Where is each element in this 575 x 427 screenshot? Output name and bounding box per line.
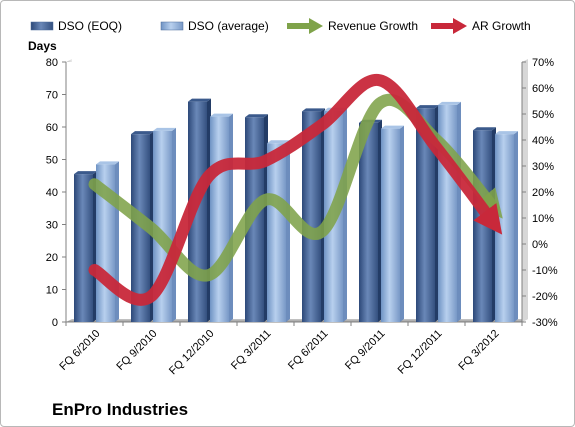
bar xyxy=(74,174,93,322)
bar xyxy=(267,143,286,322)
legend-ar-growth-arrowhead xyxy=(453,18,467,34)
y-axis-label-left: Days xyxy=(28,39,57,53)
ar-growth-point xyxy=(151,296,152,297)
legend-dso-eoq-swatch xyxy=(30,21,54,31)
bar xyxy=(495,134,514,322)
bar-top xyxy=(473,127,496,131)
x-tick-label: FQ 12/2010 xyxy=(167,328,217,378)
bar-side xyxy=(457,101,461,323)
ar-growth-point xyxy=(208,176,209,177)
x-tick-label: FQ 3/2012 xyxy=(456,328,501,373)
y-right-tick-label: 70% xyxy=(532,57,554,69)
bar-top xyxy=(210,113,233,117)
ar-growth-point xyxy=(94,270,95,271)
bar xyxy=(359,122,378,323)
ar-growth-line xyxy=(88,74,503,306)
ar-growth-point xyxy=(379,80,380,81)
bar-side xyxy=(514,131,518,322)
bar-top xyxy=(495,131,518,135)
y-left-tick-label: 40 xyxy=(46,187,58,199)
y-left-tick-label: 10 xyxy=(46,285,58,297)
y-right-tick-label: -20% xyxy=(532,291,558,303)
legend-revenue-growth-arrowhead xyxy=(309,18,323,34)
y-right-tick-label: -10% xyxy=(532,265,558,277)
y-right-tick-label: 60% xyxy=(532,83,554,95)
x-tick-label: FQ 12/2011 xyxy=(396,328,445,377)
x-tick-label: FQ 6/2010 xyxy=(57,328,102,373)
ar-growth-point xyxy=(436,147,437,148)
y-right-tick-label: 10% xyxy=(532,213,554,225)
bar-top xyxy=(267,140,290,144)
right-wall xyxy=(522,59,528,322)
bar xyxy=(381,128,400,322)
y-right-tick-label: 20% xyxy=(532,187,554,199)
y-left-tick-label: 80 xyxy=(46,57,58,69)
revenue-growth-point xyxy=(493,207,494,208)
y-right-tick-label: 30% xyxy=(532,161,554,173)
x-tick-label: FQ 6/2011 xyxy=(286,328,331,373)
y-left-tick-label: 0 xyxy=(52,317,58,329)
bar-side xyxy=(286,140,290,322)
legend-dso-average-swatch xyxy=(160,21,184,31)
revenue-growth-point xyxy=(208,275,209,276)
y-left-tick-label: 30 xyxy=(46,220,58,232)
bar xyxy=(302,111,321,323)
bar-top xyxy=(131,131,154,135)
bar-side xyxy=(400,125,404,322)
bar-top xyxy=(438,101,461,105)
revenue-growth-point xyxy=(379,103,380,104)
y-left-tick-label: 20 xyxy=(46,252,58,264)
revenue-growth-point xyxy=(322,231,323,232)
y-right-tick-label: -30% xyxy=(532,317,558,329)
bar-top xyxy=(245,114,268,118)
bar-side xyxy=(343,107,347,322)
legend: DSO (EOQ) DSO (average) Revenue Growth AR G… xyxy=(30,18,531,34)
bar-top xyxy=(416,105,439,109)
legend-ar-growth-label: AR Growth xyxy=(472,19,531,33)
bar xyxy=(416,108,435,323)
legend-dso-eoq-label: DSO (EOQ) xyxy=(58,19,122,33)
revenue-growth-point xyxy=(151,228,152,229)
bar xyxy=(210,116,229,322)
bar xyxy=(131,134,150,322)
y-left-tick-label: 60 xyxy=(46,122,58,134)
bar-top xyxy=(302,108,325,112)
y-left-tick-label: 70 xyxy=(46,90,58,102)
chart-title: EnPro Industries xyxy=(52,400,188,419)
ar-growth-point xyxy=(493,223,494,224)
legend-revenue-growth-label: Revenue Growth xyxy=(328,19,418,33)
plot-area: 0 10 20 30 40 50 60 70 80 -30% -20% -10% 0% 10% 20% 30%… xyxy=(46,57,558,377)
ar-growth-point xyxy=(265,160,266,161)
y-right-tick-label: 40% xyxy=(532,135,554,147)
bar-top xyxy=(96,161,119,165)
y-right-tick-label: 50% xyxy=(532,109,554,121)
bar-top xyxy=(153,127,176,131)
x-tick-label: FQ 9/2011 xyxy=(343,328,388,373)
bar-top xyxy=(381,125,404,129)
revenue-growth-point xyxy=(94,184,95,185)
x-tick-label: FQ 3/2011 xyxy=(229,328,274,373)
ar-growth-point xyxy=(322,124,323,125)
y-left-tick-label: 50 xyxy=(46,155,58,167)
bar-side xyxy=(172,127,176,323)
y-right-tick-label: 0% xyxy=(532,239,548,251)
revenue-growth-point xyxy=(265,199,266,200)
x-tick-label: FQ 9/2010 xyxy=(114,328,159,373)
bar-side xyxy=(229,113,233,322)
bar-side xyxy=(115,161,119,322)
legend-dso-average-label: DSO (average) xyxy=(188,19,269,33)
floor xyxy=(66,319,528,322)
bar-top xyxy=(74,171,97,175)
bar-top xyxy=(188,98,211,102)
